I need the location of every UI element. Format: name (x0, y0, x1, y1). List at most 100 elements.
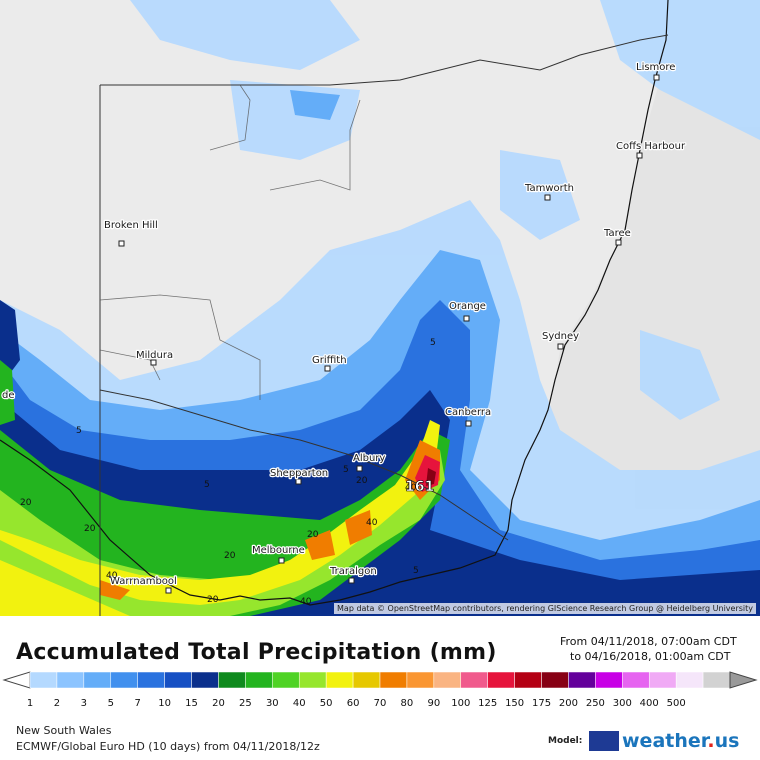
legend-swatch (622, 671, 650, 689)
legend-swatch (191, 671, 219, 689)
city-label-traralgon: Traralgon (329, 566, 377, 577)
legend-value-label: 500 (667, 698, 686, 709)
map-attribution: Map data © OpenStreetMap contributors, r… (334, 603, 756, 614)
contour-label: 5 (343, 465, 349, 475)
city-label-coffs-harbour: Coffs Harbour (616, 141, 686, 152)
city-label-lismore: Lismore (636, 62, 675, 73)
eu-flag-icon (589, 731, 619, 751)
precip-40mm-layer (0, 420, 440, 616)
legend-swatch (433, 671, 462, 689)
legend-swatch (110, 671, 138, 689)
city-label-melbourne: Melbourne (252, 545, 305, 556)
contour-label: 5 (413, 566, 419, 576)
legend-value-label: 300 (613, 698, 632, 709)
ocean-area (340, 0, 760, 616)
city-label-griffith: Griffith (312, 355, 347, 366)
legend-value-label: 2 (54, 698, 60, 709)
city-label-orange: Orange (449, 301, 486, 312)
legend-value-label: 40 (293, 698, 306, 709)
city-labels: Lismore Coffs Harbour Tamworth Taree Bro… (103, 61, 687, 589)
contour-label: 20 (356, 476, 368, 486)
legend-swatch (29, 671, 58, 689)
legend-value-label: 60 (347, 698, 360, 709)
city-label-broken-hill: Broken Hill (104, 220, 158, 231)
city-label-sydney: Sydney (542, 331, 579, 342)
legend-value-label: 5 (108, 698, 114, 709)
contour-label: 20 (20, 498, 32, 508)
date-range-to: to 04/16/2018, 01:00am CDT (570, 650, 731, 663)
legend-value-label: 250 (586, 698, 605, 709)
city-label-warrnambool: Warrnambool (110, 576, 177, 587)
legend-swatch (675, 671, 704, 689)
legend-swatch (272, 671, 300, 689)
city-label-tamworth: Tamworth (524, 183, 574, 194)
legend-swatch (137, 671, 165, 689)
legend-value-label: 50 (320, 698, 333, 709)
brand-name: weather (622, 730, 708, 752)
footer-region: New South Wales (16, 724, 112, 737)
legend-swatch (460, 671, 488, 689)
brand-dot: . (707, 730, 715, 752)
legend-swatch (568, 671, 596, 689)
city-label-mildura: Mildura (136, 350, 173, 361)
city-label-taree: Taree (603, 228, 631, 239)
legend-value-label: 70 (374, 698, 387, 709)
legend-swatch (245, 671, 273, 689)
contour-label: 5 (430, 338, 436, 348)
legend-value-label: 150 (505, 698, 524, 709)
legend-value-label: 25 (239, 698, 252, 709)
contour-labels: 5 5 5 20 20 20 20 40 40 40 40 5 20 5 20 (20, 338, 436, 607)
city-markers (118, 74, 660, 594)
city-label-canberra: Canberra (445, 407, 491, 418)
contour-label: 20 (307, 530, 319, 540)
legend-value-label: 10 (158, 698, 171, 709)
date-range-from: From 04/11/2018, 07:00am CDT (560, 635, 737, 648)
contour-label: 40 (366, 518, 378, 528)
legend-value-label: 30 (266, 698, 279, 709)
legend-swatch (56, 671, 85, 689)
legend-swatch (514, 671, 542, 689)
city-label-albury: Albury (353, 453, 385, 464)
legend-swatch (595, 671, 623, 689)
state-borders (99, 34, 669, 616)
legend-swatch (325, 671, 354, 689)
contour-label: 5 (204, 480, 210, 490)
precip-legend: 1 2 3 5 7 10 15 20 25 30 40 50 60 70 80 90 100 125 150 175 2… (2, 671, 758, 709)
contour-label: 5 (76, 426, 82, 436)
legend-min-arrow (2, 671, 31, 689)
legend-swatch (406, 671, 435, 689)
brand-tld: us (714, 730, 740, 752)
legend-value-label: 400 (640, 698, 659, 709)
edge-city-label: de (2, 390, 15, 401)
weather-us-logo[interactable]: weather.us (622, 730, 739, 752)
precipitation-map[interactable]: Lismore Coffs Harbour Tamworth Taree Bro… (0, 0, 760, 616)
legend-swatch (352, 671, 381, 689)
contour-label: 40 (106, 571, 118, 581)
region-lines (99, 84, 361, 400)
legend-swatch (487, 671, 515, 689)
chart-title: Accumulated Total Precipitation (mm) (16, 640, 497, 665)
footer-model-line: ECMWF/Global Euro HD (10 days) from 04/1… (16, 740, 320, 753)
legend-value-label: 1 (27, 698, 33, 709)
legend-max-arrow (729, 671, 758, 689)
model-label: Model: (548, 736, 583, 746)
legend-swatch (648, 671, 677, 689)
legend-swatch (541, 671, 569, 689)
boundaries (0, 0, 669, 606)
legend-value-label: 100 (451, 698, 470, 709)
legend-value-label: 3 (81, 698, 87, 709)
legend-value-label: 90 (427, 698, 440, 709)
legend-value-label: 175 (532, 698, 551, 709)
legend-value-label: 80 (401, 698, 414, 709)
contour-label: 40 (405, 483, 417, 493)
contour-label: 20 (207, 595, 219, 605)
legend-swatch (83, 671, 112, 689)
legend-value-label: 7 (135, 698, 141, 709)
legend-value-label: 15 (185, 698, 198, 709)
precip-125mm-layer (426, 468, 436, 486)
city-label-shepparton: Shepparton (270, 468, 328, 479)
legend-value-label: 200 (559, 698, 578, 709)
legend-swatch (298, 671, 327, 689)
contour-label: 40 (300, 597, 312, 607)
contour-label: 20 (84, 524, 96, 534)
